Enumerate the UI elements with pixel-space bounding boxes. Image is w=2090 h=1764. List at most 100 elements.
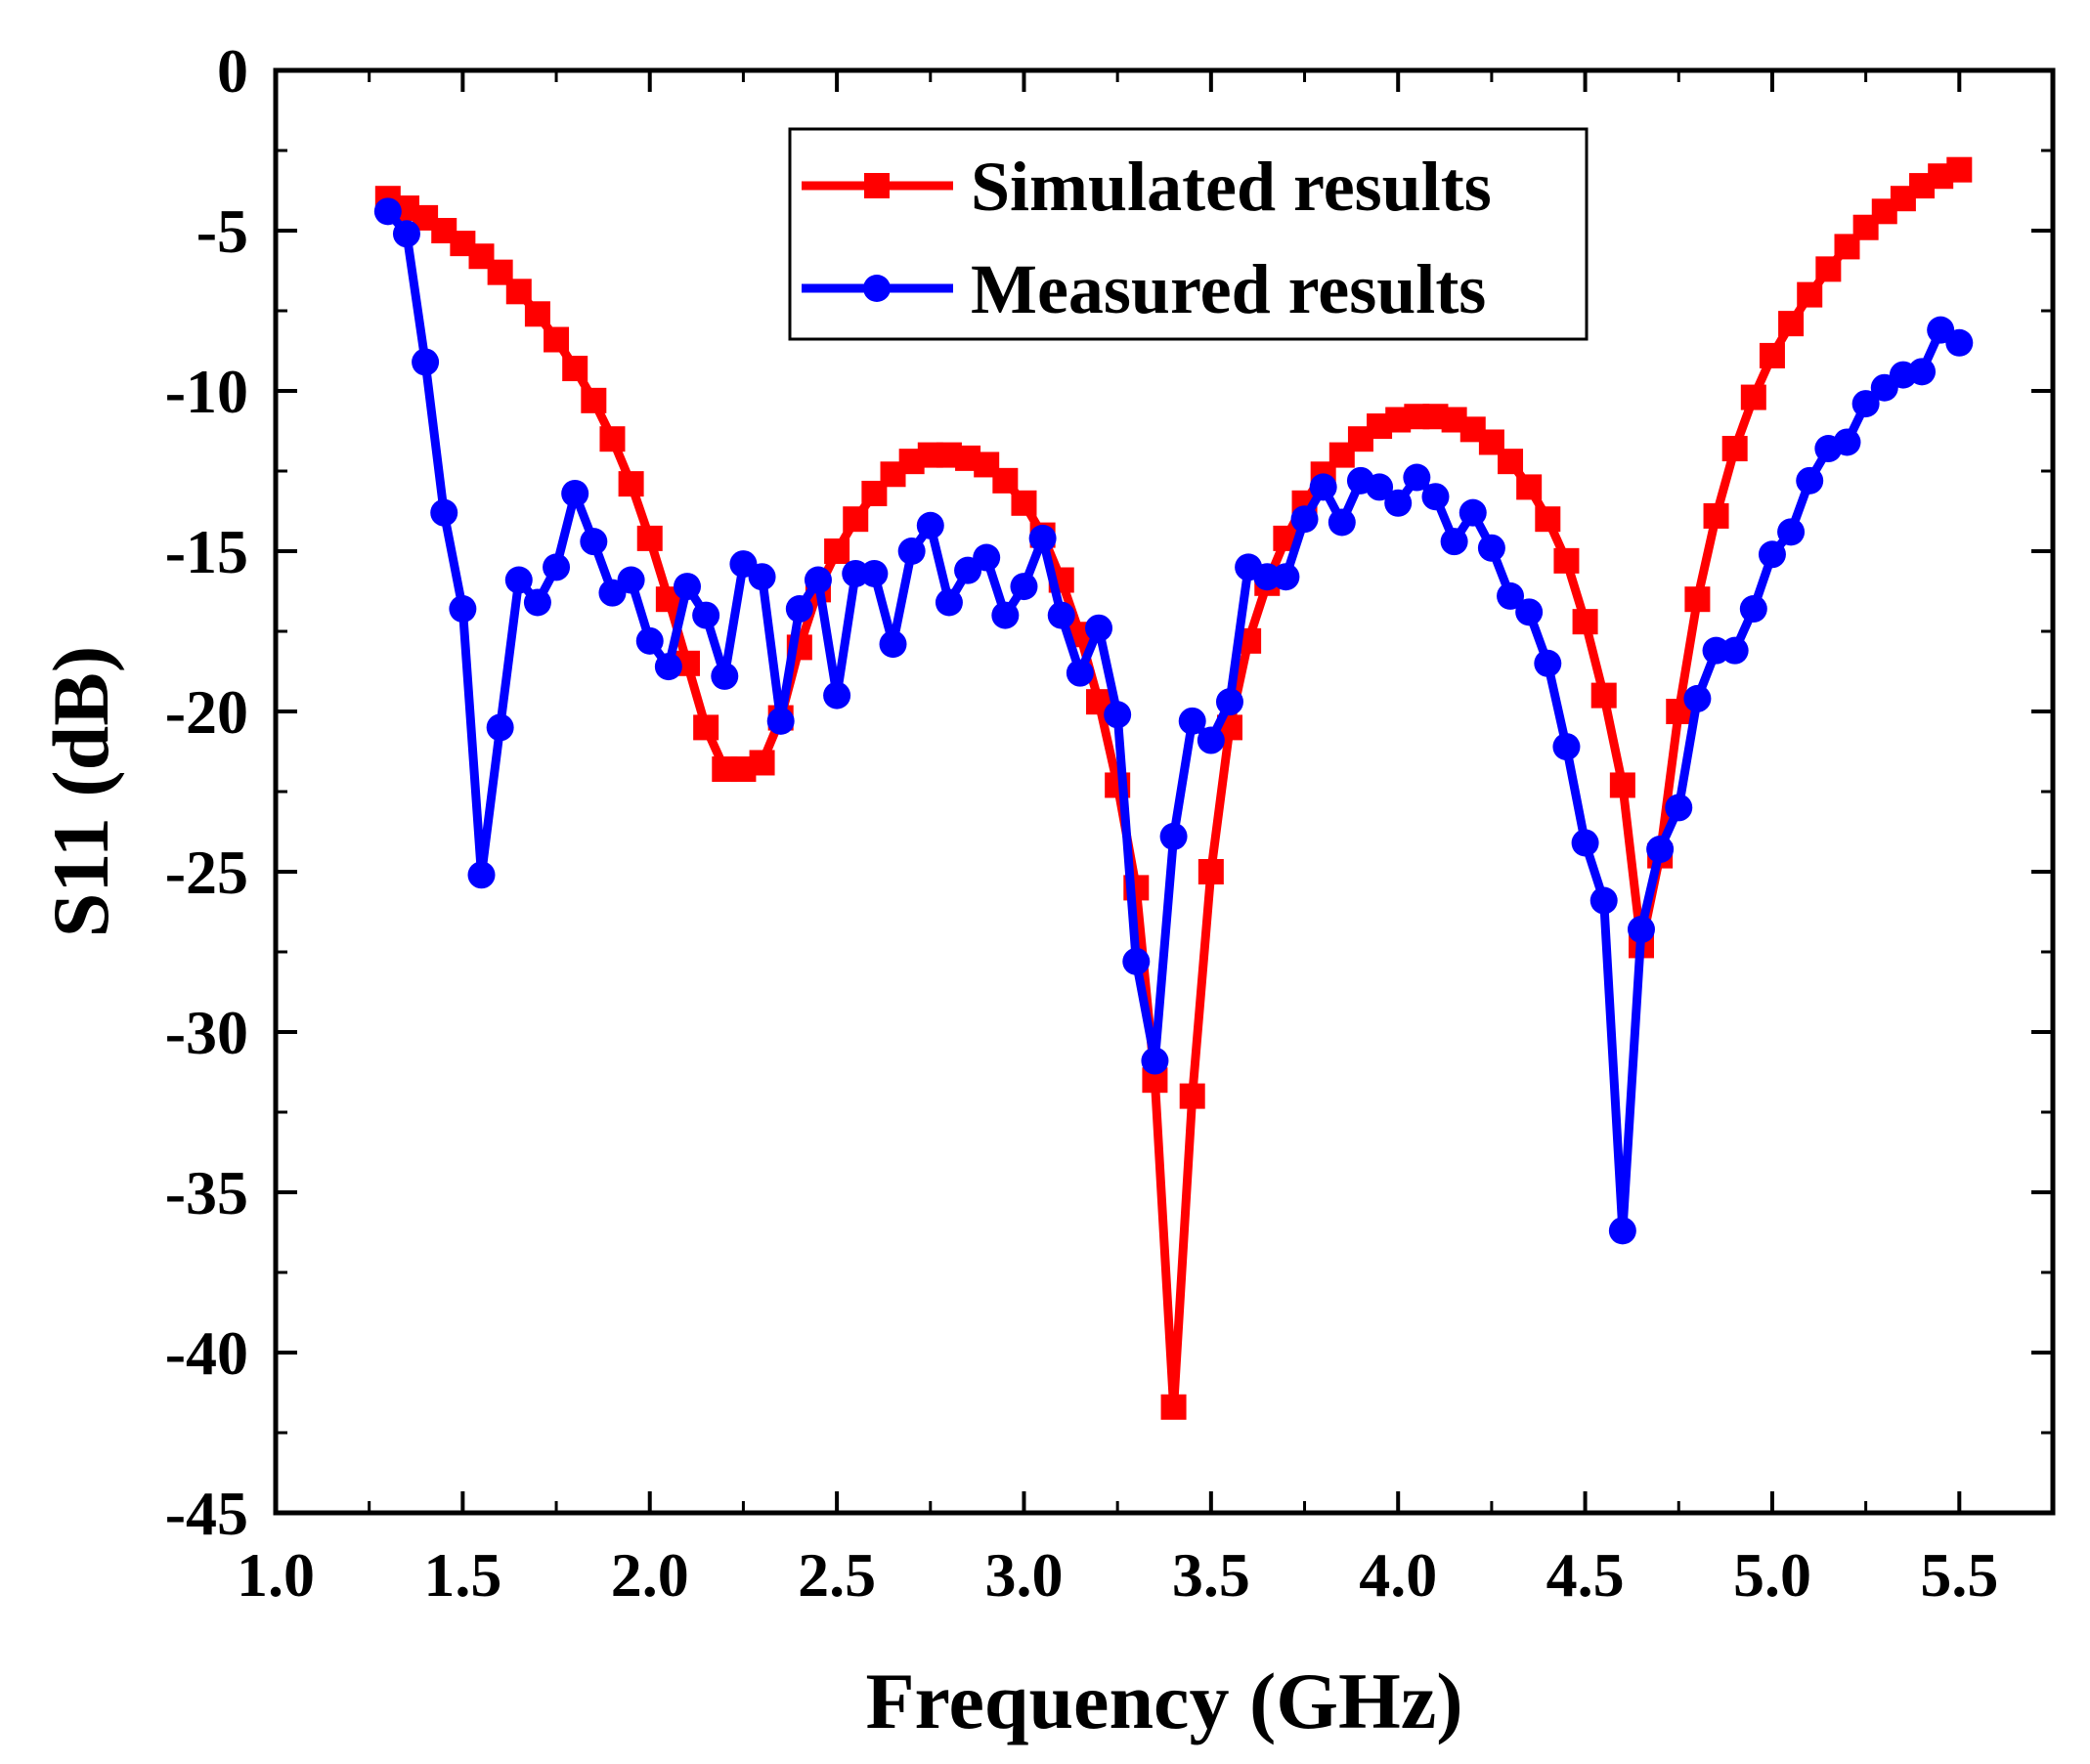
data-point-measured — [1104, 701, 1132, 729]
data-point-simulated — [1721, 436, 1748, 462]
data-point-simulated — [1815, 256, 1842, 282]
series-line-measured — [384, 208, 1962, 1235]
y-tick-label: -25 — [165, 838, 248, 907]
data-point-measured — [486, 713, 514, 742]
data-point-measured — [766, 707, 795, 735]
tick-label-layer: 1.0 1.5 2.0 2.5 3.0 3.5 4.0 4.5 5.0 5.5 0 -5 -10 -15 -… — [165, 36, 1999, 1610]
x-tick-label: 1.0 — [237, 1540, 315, 1610]
data-point-measured — [635, 626, 664, 655]
data-point-measured — [804, 566, 832, 594]
data-point-measured — [1197, 726, 1225, 754]
data-point-simulated — [1011, 490, 1037, 516]
data-point-measured — [1515, 598, 1544, 626]
data-point-measured — [1497, 581, 1525, 610]
data-point-measured — [1477, 534, 1505, 562]
x-tick-label: 2.0 — [611, 1540, 689, 1610]
data-point-simulated — [1740, 384, 1766, 410]
legend: Simulated results Measured results — [788, 127, 1589, 341]
x-tick-label: 3.0 — [984, 1540, 1063, 1610]
data-point-measured — [1552, 733, 1581, 761]
series-simulated — [374, 156, 1973, 1420]
legend-marker-measured — [863, 275, 891, 302]
data-point-measured — [935, 588, 963, 617]
x-axis-title: Frequency (GHz) — [865, 1656, 1462, 1745]
data-point-simulated — [1759, 342, 1785, 368]
data-point-measured — [1908, 358, 1937, 386]
data-point-measured — [879, 630, 907, 659]
data-point-measured — [1627, 916, 1655, 944]
data-point-simulated — [581, 387, 607, 413]
y-tick-label: -20 — [165, 677, 248, 747]
data-point-simulated — [693, 714, 719, 741]
data-point-measured — [1272, 563, 1300, 591]
y-tick-label: 0 — [217, 36, 248, 106]
data-point-simulated — [1179, 1083, 1205, 1109]
data-point-simulated — [749, 750, 775, 776]
legend-label-measured: Measured results — [971, 250, 1486, 328]
data-point-measured — [1702, 636, 1730, 665]
y-tick-label: -35 — [165, 1158, 248, 1227]
data-point-simulated — [1535, 506, 1561, 533]
data-point-simulated — [636, 525, 663, 551]
data-point-measured — [373, 197, 402, 226]
data-point-measured — [1459, 498, 1487, 527]
data-point-simulated — [1197, 859, 1224, 884]
data-point-simulated — [1609, 772, 1635, 798]
data-point-measured — [1122, 947, 1151, 975]
data-point-measured — [1646, 836, 1675, 864]
data-point-measured — [1028, 524, 1057, 552]
data-point-simulated — [1553, 547, 1580, 574]
data-point-simulated — [1684, 586, 1711, 613]
data-point-measured — [467, 861, 496, 889]
series-line-simulated — [385, 165, 1961, 1412]
data-point-measured — [1010, 573, 1038, 601]
x-tick-label: 4.5 — [1546, 1540, 1625, 1610]
y-tick-label: -5 — [196, 196, 248, 266]
y-tick-label: -45 — [165, 1479, 248, 1548]
data-point-measured — [1534, 649, 1562, 677]
data-point-measured — [860, 559, 889, 587]
data-point-measured — [1945, 328, 1974, 357]
data-point-measured — [1758, 540, 1786, 569]
data-point-simulated — [1778, 311, 1805, 337]
data-point-measured — [1777, 518, 1806, 546]
x-tick-label: 4.0 — [1359, 1540, 1437, 1610]
data-point-simulated — [1498, 449, 1524, 475]
legend-box — [788, 127, 1589, 341]
data-point-simulated — [1703, 502, 1729, 529]
x-tick-label: 1.5 — [423, 1540, 501, 1610]
data-point-simulated — [1946, 156, 1973, 183]
data-point-simulated — [505, 279, 532, 305]
data-point-measured — [412, 348, 440, 376]
data-point-measured — [748, 563, 776, 591]
data-point-simulated — [524, 301, 550, 327]
data-point-measured — [1739, 595, 1767, 624]
data-point-measured — [1384, 489, 1413, 517]
data-point-measured — [1215, 688, 1243, 716]
x-tick-label: 2.5 — [798, 1540, 876, 1610]
data-point-measured — [1290, 505, 1319, 534]
data-point-measured — [991, 601, 1020, 629]
data-point-measured — [1720, 636, 1749, 665]
x-tick-label: 3.5 — [1172, 1540, 1250, 1610]
data-point-measured — [1665, 794, 1693, 822]
data-point-measured — [1141, 1047, 1169, 1075]
data-point-simulated — [1572, 609, 1598, 635]
y-tick-label: -40 — [165, 1318, 248, 1388]
data-point-simulated — [1160, 1394, 1187, 1420]
data-point-simulated — [544, 326, 570, 353]
data-point-simulated — [1516, 474, 1543, 500]
data-point-measured — [1608, 1217, 1636, 1245]
data-point-measured — [1366, 473, 1394, 501]
data-point-measured — [1085, 614, 1113, 642]
data-point-measured — [504, 566, 533, 594]
data-point-simulated — [618, 471, 644, 497]
data-point-measured — [842, 559, 870, 587]
data-point-measured — [1683, 684, 1712, 712]
data-point-measured — [692, 601, 720, 629]
legend-marker-simulated — [864, 173, 890, 198]
data-point-measured — [785, 595, 813, 624]
data-point-measured — [916, 511, 944, 539]
data-point-measured — [1178, 707, 1206, 735]
